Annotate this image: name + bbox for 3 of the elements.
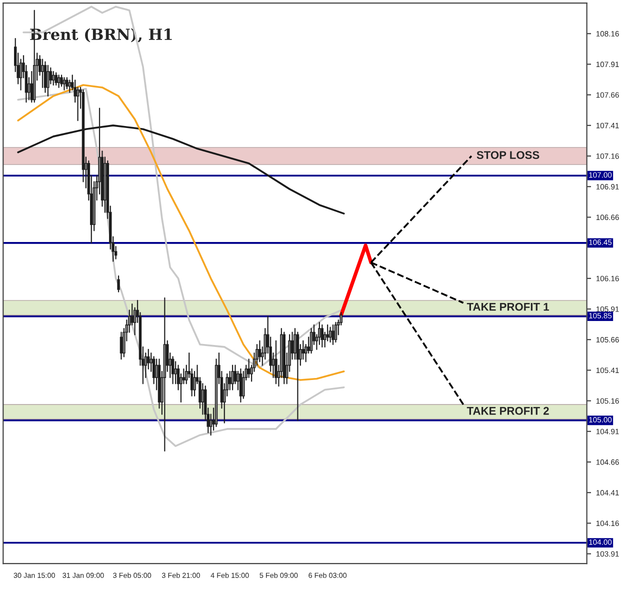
band-label: TAKE PROFIT 1 [466, 302, 549, 311]
band-label: TAKE PROFIT 2 [466, 406, 549, 415]
band-label: STOP LOSS [476, 151, 540, 159]
